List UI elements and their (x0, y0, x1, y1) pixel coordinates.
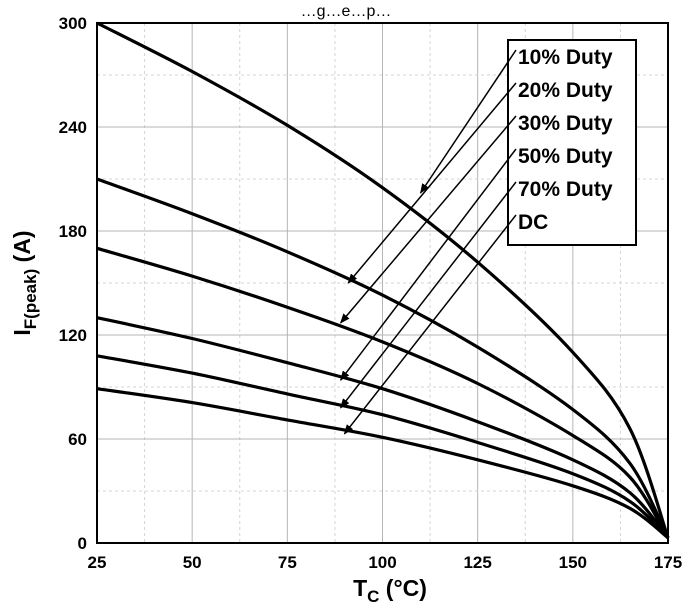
legend-callout-arrows (339, 49, 517, 435)
callout-arrow (340, 181, 517, 409)
plot-frame (96, 22, 669, 544)
x-axis-label-sub: C (367, 587, 379, 603)
legend-box (507, 39, 637, 246)
y-tick-label: 180 (59, 222, 87, 241)
x-axis-label: TC (°C) (353, 575, 427, 603)
legend-entry: 50% Duty (518, 145, 613, 168)
callout-arrow (347, 82, 517, 284)
x-tick-label: 25 (88, 553, 107, 572)
series-line (96, 177, 670, 539)
x-tick-label: 50 (183, 553, 202, 572)
legend-entry: DC (518, 211, 548, 234)
legend-entry: 10% Duty (518, 46, 613, 69)
y-tick-label: 300 (59, 14, 87, 33)
y-axis-label: IF(peak) (A) (9, 230, 40, 335)
y-tick-label: 240 (59, 118, 87, 137)
y-axis-label-unit: (A) (9, 230, 35, 268)
legend-entry: 70% Duty (518, 178, 613, 201)
x-tick-label: 125 (463, 553, 491, 572)
y-axis-label-main: I (9, 329, 35, 335)
x-tick-label: 175 (654, 553, 682, 572)
series-line (96, 354, 670, 539)
legend-entry: 30% Duty (518, 112, 613, 135)
callout-arrow (419, 49, 517, 194)
series-lines (96, 21, 670, 540)
y-axis-label-sub: F(peak) (21, 269, 40, 329)
x-tick-label: 150 (559, 553, 587, 572)
series-line (96, 316, 670, 539)
y-tick-label: 60 (68, 430, 87, 449)
series-line (96, 21, 670, 539)
y-tick-label: 120 (59, 326, 87, 345)
x-axis-label-main: T (353, 575, 367, 601)
y-tick-labels: 0 60 120 180 240 300 (59, 14, 87, 553)
callout-arrow (340, 148, 517, 381)
x-axis-label-unit: (°C) (379, 575, 427, 601)
series-line (96, 387, 670, 540)
series-line (96, 246, 670, 539)
x-tick-labels: 25 50 75 100 125 150 175 (88, 553, 683, 572)
x-tick-label: 75 (278, 553, 297, 572)
legend: 10% Duty 20% Duty 30% Duty 50% Duty 70% Duty… (507, 39, 637, 246)
x-tick-label: 100 (368, 553, 396, 572)
chart-title: …g…e…p… (301, 3, 392, 20)
legend-entry: 20% Duty (518, 79, 613, 102)
y-tick-label: 0 (78, 534, 87, 553)
callout-arrow (339, 115, 517, 324)
callout-arrow (343, 214, 517, 435)
